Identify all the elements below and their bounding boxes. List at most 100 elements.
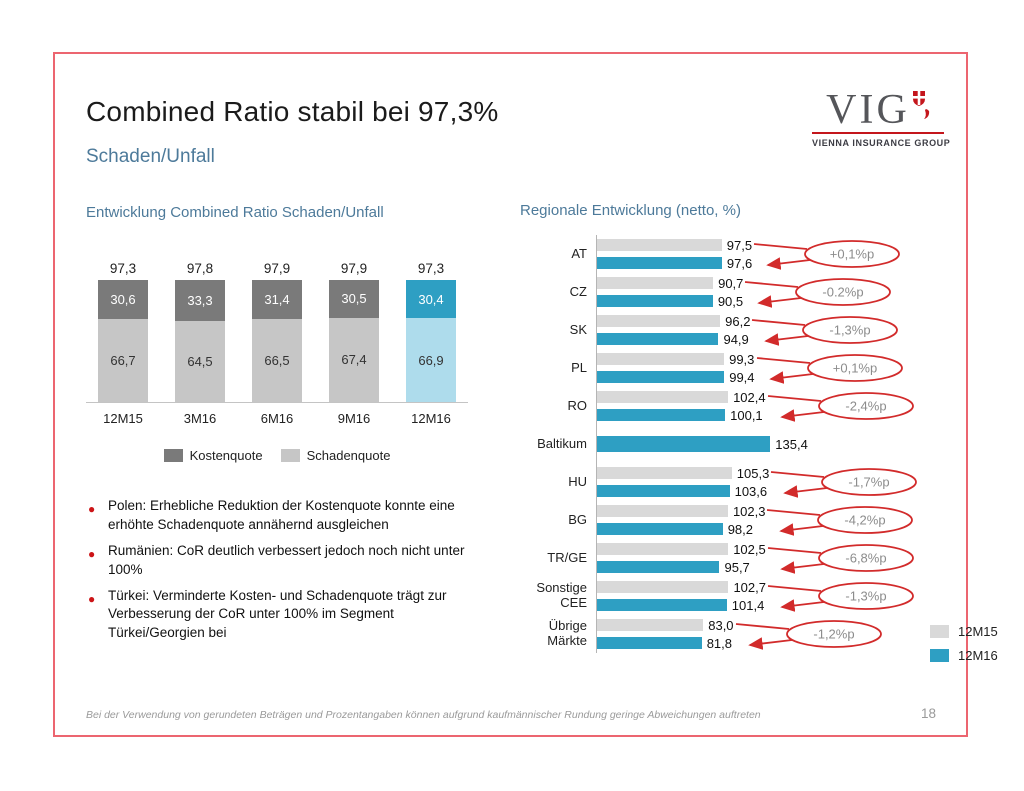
row-label: AT [571,245,587,261]
row-bars: 90,7 90,5 [596,273,743,311]
bar-12m16 [597,409,726,421]
bar-value: 81,8 [706,635,733,651]
row-label: Übrige Märkte [547,618,587,648]
bar-line-12m16: 81,8 [597,636,734,651]
bar-line-12m16: 90,5 [597,294,743,309]
delta-annotation: +0,1%p [754,240,901,270]
right-column: Regionale Entwicklung (netto, %) AT 97,5 9… [520,202,998,663]
footer-disclaimer: Bei der Verwendung von gerundeten Beträg… [86,709,761,721]
row-bars: 102,5 95,7 [596,539,766,577]
bar-value: 100,1 [730,407,763,423]
legend-item: Kostenquote [163,448,263,463]
bar-value: 102,3 [732,503,766,519]
bar-line-12m16: 100,1 [597,408,766,423]
bullet-dot-icon: ● [88,591,96,606]
delta-value: -6,8%p [845,551,886,566]
stacked-bar: 97,8 33,3 64,5 [175,261,225,402]
row-label: CZ [569,283,587,299]
legend-label: Kostenquote [189,448,263,463]
vig-shield-icon [912,90,930,125]
row-bars: 96,2 94,9 [596,311,750,349]
bar-total-label: 97,9 [263,260,291,276]
bar-value: 83,0 [708,617,734,633]
row-bars: 102,7 101,4 [596,577,766,615]
bar-12m15 [597,581,729,593]
bar-line-12m16: 135,4 [597,436,808,452]
delta-annotation: -1,3%p [752,316,899,346]
stacked-chart: 97,3 30,6 66,7 97,8 33,3 64,5 97,9 31,4 66,5 97,9… [86,253,468,403]
hbar-row: BG 102,3 98,2 -4,2%p [520,501,962,539]
bar-line-12m16: 98,2 [597,522,765,537]
delta-value: -1,2%p [813,627,854,642]
delta-annotation: -1,3%p [767,582,914,612]
bar-line-12m15: 99,3 [597,352,755,367]
bar-value: 99,4 [729,369,755,385]
bar-12m15 [597,315,721,327]
delta-value: -1,7%p [849,475,890,490]
stacked-bar: 97,3 30,4 66,9 [406,261,456,402]
left-column: Entwicklung Combined Ratio Schaden/Unfal… [86,204,506,650]
row-label: BG [568,511,587,527]
bar-line-12m16: 101,4 [597,598,766,613]
bar-line-12m15: 102,5 [597,542,766,557]
row-bars: 102,3 98,2 [596,501,765,539]
bar-line-12m16: 103,6 [597,484,769,499]
bar-value: 103,6 [734,483,768,499]
legend-label: 12M16 [958,648,998,663]
bar-value: 96,2 [725,313,751,329]
bullet-item: ● Türkei: Verminderte Kosten- und Schaden… [86,587,481,644]
page-subtitle: Schaden/Unfall [86,146,215,167]
hbar-row: AT 97,5 97,6 +0,1%p [520,235,962,273]
row-bars: 83,0 81,8 [596,615,734,653]
bar-value: 105,3 [736,465,770,481]
delta-value: -4,2%p [845,513,886,528]
hbar-row: Sonstige CEE 102,7 101,4 -1,3%p [520,577,962,615]
kostenquote-segment: 30,5 [329,279,379,318]
bar-value: 90,7 [718,275,744,291]
legend-item: Schadenquote [280,448,391,463]
row-label: Sonstige CEE [536,580,587,610]
vig-logo-underline [812,132,944,134]
bar-line-12m16: 97,6 [597,256,752,271]
legend-swatch [930,649,949,662]
row-bars: 105,3 103,6 [596,463,769,501]
page-number: 18 [920,706,936,721]
schadenquote-segment: 66,7 [98,318,148,402]
bar-12m15 [597,619,704,631]
page-title: Combined Ratio stabil bei 97,3% [86,96,499,127]
bar-total-label: 97,9 [340,260,368,276]
bullet-text: Rumänien: CoR deutlich verbessert jedoch… [108,542,465,577]
bar-12m16 [597,637,702,649]
bar-value: 97,5 [726,237,753,253]
stacked-bar: 97,9 31,4 66,5 [252,261,302,402]
vig-logo-text: VIG [826,87,910,133]
vig-logo: VIG VIENNA INSURANCE GROUP [812,87,951,148]
x-axis-label: 12M15 [103,411,143,426]
vig-logo-tagline: VIENNA INSURANCE GROUP [812,138,951,148]
row-label: TR/GE [547,549,587,565]
legend-swatch [280,449,300,462]
stacked-bar: 97,3 30,6 66,7 [98,261,148,402]
legend-label: Schadenquote [306,448,391,463]
delta-annotation: -6,8%p [767,544,914,574]
bar-12m16 [597,295,713,307]
bar-12m16 [597,485,730,497]
delta-annotation: -4,2%p [767,506,914,536]
row-bars: 99,3 99,4 [596,349,755,387]
hbar-row: Baltikum 135,4 [520,425,962,463]
row-bars: 97,5 97,6 [596,235,752,273]
x-axis-label: 6M16 [260,411,294,426]
stacked-chart-x-axis: 12M15 3M16 6M16 9M16 12M16 [86,411,468,426]
bar-value: 102,7 [733,579,766,595]
schadenquote-segment: 64,5 [175,321,225,402]
bullet-item: ● Polen: Erhebliche Reduktion der Kostenq… [86,497,481,535]
bar-line-12m15: 83,0 [597,618,734,633]
hbar-row: CZ 90,7 90,5 -0.2%p [520,273,962,311]
bar-value: 135,4 [775,436,808,452]
hbar-chart: AT 97,5 97,6 +0,1%p CZ 90,7 90,5 -0.2%p SK 96,2 94… [520,235,962,653]
bar-value: 102,5 [733,541,766,557]
left-chart-title: Entwicklung Combined Ratio Schaden/Unfal… [86,204,384,221]
left-chart-legend: Kostenquote Schadenquote [86,448,468,463]
bar-total-label: 97,3 [417,261,445,277]
kostenquote-segment: 31,4 [252,279,302,319]
